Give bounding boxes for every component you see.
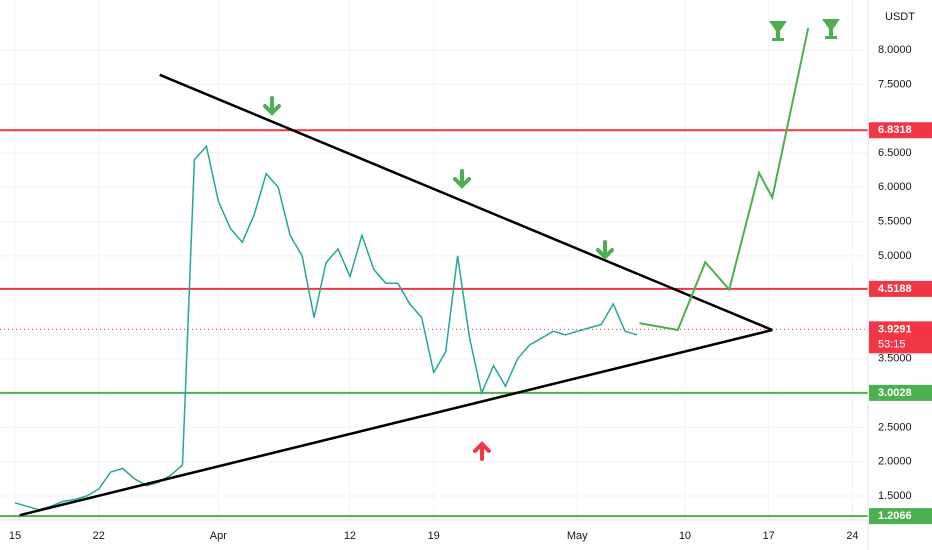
plot-area <box>0 0 868 520</box>
x-tick-label: May <box>567 530 588 542</box>
price-line <box>14 144 638 511</box>
y-tick-label: 7.5000 <box>878 78 912 90</box>
level-label-bg <box>869 280 932 297</box>
x-tick-label: 12 <box>344 530 356 542</box>
level-label: 3.0028 <box>878 387 912 399</box>
x-tick-label: 10 <box>679 530 691 542</box>
up-arrow <box>473 441 491 461</box>
trendline <box>19 328 773 517</box>
last-price-label: 3.9291 <box>878 323 912 335</box>
target-icons <box>769 19 840 41</box>
level-label-bg <box>869 384 932 401</box>
y-tick-label: 5.0000 <box>878 250 912 262</box>
target-icon <box>822 19 840 39</box>
level-label: 6.8318 <box>878 124 912 136</box>
y-tick-label: 1.5000 <box>878 490 912 502</box>
level-label-bg <box>869 122 932 139</box>
target-icon <box>769 21 787 41</box>
projection-path <box>639 27 810 332</box>
level-label: 1.2066 <box>878 510 912 522</box>
annotation-arrows <box>263 96 614 461</box>
countdown: 53:15 <box>878 338 906 350</box>
last-price-bg <box>869 321 932 354</box>
down-arrow <box>596 240 614 260</box>
x-tick-label: 19 <box>428 530 440 542</box>
y-tick-label: 8.0000 <box>878 44 912 56</box>
down-arrow <box>263 96 281 116</box>
x-tick-label: 24 <box>846 530 858 542</box>
y-tick-label: 3.5000 <box>878 353 912 365</box>
down-arrow <box>453 169 471 189</box>
y-tick-label: 2.0000 <box>878 456 912 468</box>
x-tick-label: Apr <box>210 530 227 542</box>
trendline <box>159 73 773 332</box>
y-tick-label: 2.5000 <box>878 421 912 433</box>
x-tick-label: 17 <box>763 530 775 542</box>
currency-label: USDT <box>885 11 915 23</box>
y-tick-label: 6.0000 <box>878 181 912 193</box>
x-tick-label: 22 <box>93 530 105 542</box>
level-label-bg <box>869 508 932 525</box>
level-label: 4.5188 <box>878 283 912 295</box>
x-tick-label: 15 <box>9 530 21 542</box>
y-tick-label: 6.5000 <box>878 147 912 159</box>
y-tick-label: 5.5000 <box>878 215 912 227</box>
